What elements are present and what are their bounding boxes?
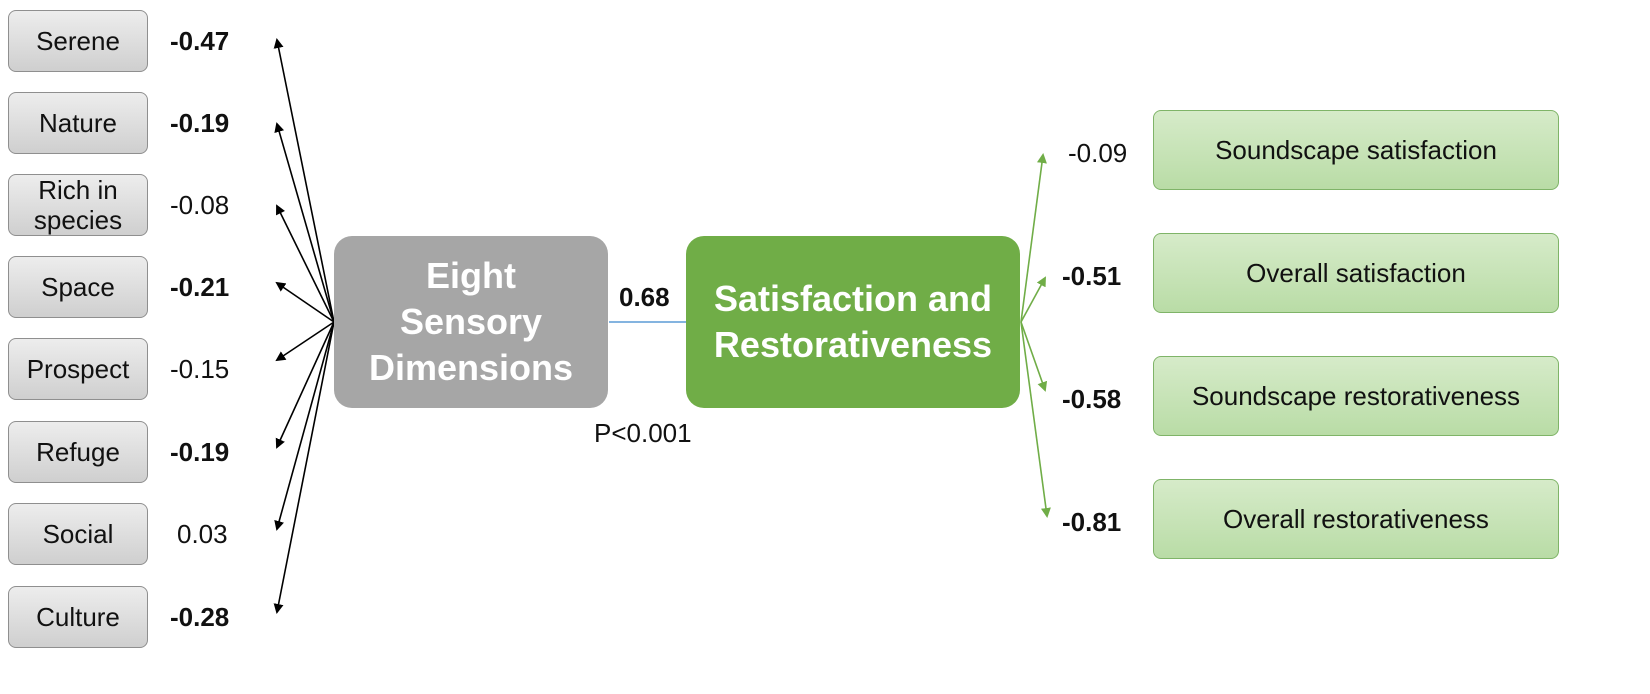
arrow-to-serene [273,38,335,323]
indicator-coef-space: -0.21 [170,272,230,302]
indicator-box-rich-in-species: Rich in species [8,174,148,236]
arrow-to-overall-restorativeness [1020,321,1051,518]
latent-left-label: Eight Sensory Dimensions [368,255,574,388]
indicator-coef-serene: -0.47 [170,26,230,56]
outcome-box-soundscape-satisfaction: Soundscape satisfaction [1153,110,1559,190]
indicator-label: Nature [38,108,118,138]
outcome-label: Overall satisfaction [1246,257,1466,288]
indicator-label: Serene [36,26,120,56]
indicator-coef-prospect: -0.15 [170,354,230,384]
indicator-coef-social: 0.03 [177,519,228,549]
arrow-to-prospect [275,321,335,362]
indicator-coef-refuge: -0.19 [170,437,230,467]
indicator-coef-nature: -0.19 [170,108,230,138]
path-coefficient: 0.68 [619,282,670,312]
indicator-box-prospect: Prospect [8,338,148,400]
arrow-to-rich-in-species [276,204,335,323]
outcome-box-soundscape-restorativeness: Soundscape restorativeness [1153,356,1559,436]
outcome-coef-overall-satisfaction: -0.51 [1062,261,1122,291]
outcome-box-overall-satisfaction: Overall satisfaction [1153,233,1559,313]
arrow-to-overall-satisfaction [1020,276,1046,323]
latent-right-label: Satisfaction and Restorativeness [713,278,993,365]
indicator-box-culture: Culture [8,586,148,648]
outcome-box-overall-restorativeness: Overall restorativeness [1153,479,1559,559]
arrow-to-soundscape-satisfaction [1020,153,1047,323]
arrow-to-culture [273,321,335,614]
arrow-to-space [275,281,335,323]
outcome-label: Soundscape satisfaction [1215,134,1497,165]
indicator-label: Refuge [36,437,120,467]
indicator-box-social: Social [8,503,148,565]
indicator-box-serene: Serene [8,10,148,72]
arrow-to-soundscape-restorativeness [1020,321,1048,392]
outcome-coef-overall-restorativeness: -0.81 [1062,507,1122,537]
indicator-box-nature: Nature [8,92,148,154]
outcome-label: Soundscape restorativeness [1191,380,1521,411]
indicator-box-refuge: Refuge [8,421,148,483]
indicator-coef-rich-in-species: -0.08 [170,190,230,220]
indicator-coef-culture: -0.28 [170,602,230,632]
indicator-label: Prospect [26,354,130,384]
indicator-label: Rich in species [33,175,123,235]
path-p-value: P<0.001 [594,418,692,448]
outcome-label: Overall restorativeness [1223,503,1489,534]
indicator-label: Space [41,272,115,302]
arrow-to-social [274,321,335,531]
arrow-to-nature [274,122,335,323]
latent-satisfaction-restorativeness: Satisfaction and Restorativeness [686,236,1020,408]
outcome-coef-soundscape-satisfaction: -0.09 [1068,138,1128,168]
arrow-to-refuge [275,321,335,449]
latent-eight-sensory-dimensions: Eight Sensory Dimensions [334,236,608,408]
indicator-box-space: Space [8,256,148,318]
indicator-label: Culture [36,602,120,632]
indicator-label: Social [42,519,114,549]
outcome-coef-soundscape-restorativeness: -0.58 [1062,384,1122,414]
